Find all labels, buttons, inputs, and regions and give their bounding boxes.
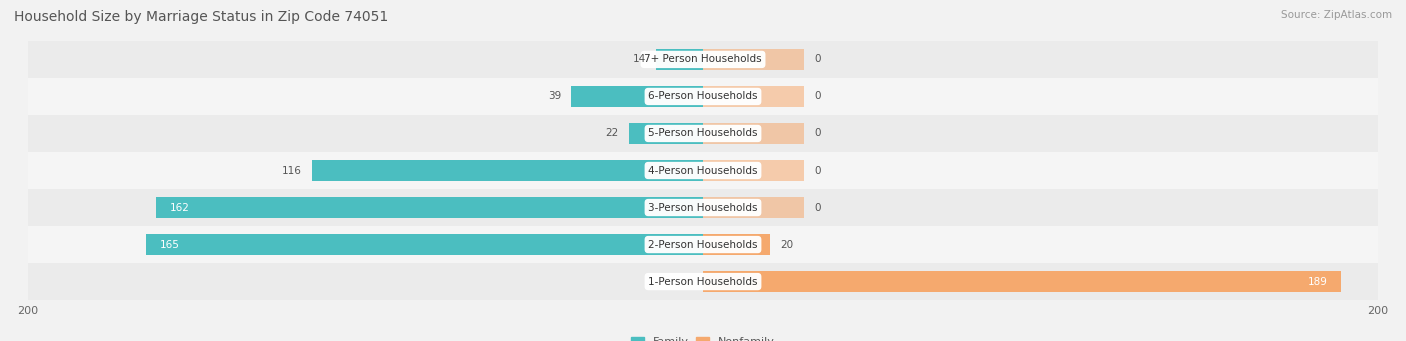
Text: Household Size by Marriage Status in Zip Code 74051: Household Size by Marriage Status in Zip… [14,10,388,24]
Text: 0: 0 [814,129,821,138]
Bar [628,123,703,144]
Bar [312,160,703,181]
Bar [703,123,804,144]
Text: 2-Person Households: 2-Person Households [648,239,758,250]
Bar [28,115,1378,152]
Text: 116: 116 [281,165,301,176]
Text: 5-Person Households: 5-Person Households [648,129,758,138]
Bar [655,49,703,70]
Bar [156,197,703,218]
Bar [703,86,804,107]
Text: 22: 22 [606,129,619,138]
Text: 0: 0 [814,165,821,176]
Text: Source: ZipAtlas.com: Source: ZipAtlas.com [1281,10,1392,20]
Bar [703,160,804,181]
Bar [28,226,1378,263]
Bar [703,234,770,255]
Text: 4-Person Households: 4-Person Households [648,165,758,176]
Text: 3-Person Households: 3-Person Households [648,203,758,212]
Bar [571,86,703,107]
Text: 7+ Person Households: 7+ Person Households [644,55,762,64]
Bar [703,271,1341,292]
Text: 0: 0 [814,55,821,64]
Text: 162: 162 [170,203,190,212]
Bar [28,152,1378,189]
Text: 0: 0 [814,91,821,102]
Bar [703,49,804,70]
Bar [703,197,804,218]
Bar [28,78,1378,115]
Text: 39: 39 [548,91,561,102]
Text: 0: 0 [814,203,821,212]
Text: 6-Person Households: 6-Person Households [648,91,758,102]
Bar [146,234,703,255]
Text: 20: 20 [780,239,794,250]
Bar [28,189,1378,226]
Text: 1-Person Households: 1-Person Households [648,277,758,286]
Text: 189: 189 [1308,277,1327,286]
Text: 14: 14 [633,55,645,64]
Bar [28,41,1378,78]
Legend: Family, Nonfamily: Family, Nonfamily [627,332,779,341]
Bar [28,263,1378,300]
Text: 165: 165 [160,239,180,250]
